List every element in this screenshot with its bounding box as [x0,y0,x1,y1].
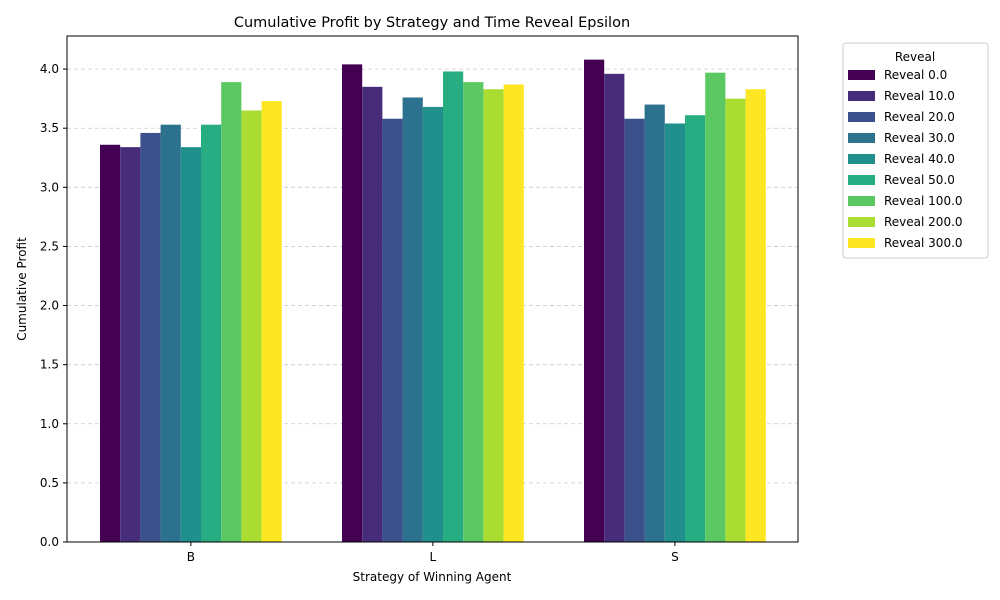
x-tick-label: L [430,550,437,564]
y-tick-label: 3.5 [40,121,59,135]
legend-swatch [848,112,875,122]
legend-label: Reveal 0.0 [884,68,947,82]
bar-s-reveal-0-0 [584,59,605,542]
bar-b-reveal-50-0 [201,124,222,543]
legend-swatch [848,238,875,248]
legend-label: Reveal 30.0 [884,131,955,145]
bar-l-reveal-300-0 [503,84,524,543]
bar-s-reveal-50-0 [685,115,706,543]
bar-l-reveal-10-0 [362,86,383,542]
legend-swatch [848,91,875,101]
legend-label: Reveal 200.0 [884,215,963,229]
bar-b-reveal-300-0 [261,101,282,542]
chart-title: Cumulative Profit by Strategy and Time R… [234,15,630,31]
bar-l-reveal-50-0 [443,71,464,543]
bar-b-reveal-40-0 [180,147,201,542]
bar-b-reveal-100-0 [221,82,242,542]
y-tick-label: 3.0 [40,180,59,194]
legend-title: Reveal [895,50,935,64]
legend-label: Reveal 300.0 [884,236,963,250]
bar-s-reveal-20-0 [624,118,645,542]
legend-swatch [848,133,875,143]
bar-b-reveal-200-0 [241,110,262,542]
bar-l-reveal-20-0 [382,118,403,542]
y-tick-label: 2.5 [40,239,59,253]
bar-s-reveal-10-0 [604,73,625,542]
bar-s-reveal-100-0 [705,72,726,542]
legend-label: Reveal 40.0 [884,152,955,166]
bar-s-reveal-300-0 [745,89,766,543]
bar-l-reveal-40-0 [422,106,443,543]
legend: Reveal Reveal 0.0 Reveal 10.0 Reveal 20.0 R… [842,42,989,259]
legend-swatch [848,154,875,164]
bar-b-reveal-30-0 [160,124,181,543]
x-tick-label: B [187,550,195,564]
bar-s-reveal-200-0 [725,98,746,543]
bar-s-reveal-40-0 [664,123,685,542]
legend-swatch [848,217,875,227]
y-tick-label: 4.0 [40,62,59,76]
y-tick-label: 1.0 [40,417,59,431]
legend-swatch [848,196,875,206]
legend-label: Reveal 20.0 [884,110,955,124]
legend-swatch [848,175,875,185]
x-axis-label: Strategy of Winning Agent [353,570,512,584]
bar-l-reveal-200-0 [483,89,504,543]
bars [100,59,766,543]
x-tick-label: S [671,550,679,564]
bar-b-reveal-10-0 [120,147,141,542]
y-tick-label: 0.5 [40,476,59,490]
legend-swatch [848,70,875,80]
legend-label: Reveal 50.0 [884,173,955,187]
bar-l-reveal-0-0 [342,64,363,542]
y-tick-label: 1.5 [40,358,59,372]
legend-label: Reveal 100.0 [884,194,963,208]
bar-l-reveal-30-0 [402,97,423,543]
bar-b-reveal-20-0 [140,132,161,543]
bar-l-reveal-100-0 [463,82,484,542]
y-axis-label: Cumulative Profit [15,237,29,341]
y-axis-ticks: 0.0 0.5 1.0 1.5 2.0 2.5 3.0 3.5 4.0 [40,62,67,549]
legend-label: Reveal 10.0 [884,89,955,103]
bar-b-reveal-0-0 [100,144,121,542]
legend-frame [842,42,989,259]
y-tick-label: 2.0 [40,299,59,313]
y-tick-label: 0.0 [40,535,59,549]
bar-s-reveal-30-0 [644,104,665,542]
